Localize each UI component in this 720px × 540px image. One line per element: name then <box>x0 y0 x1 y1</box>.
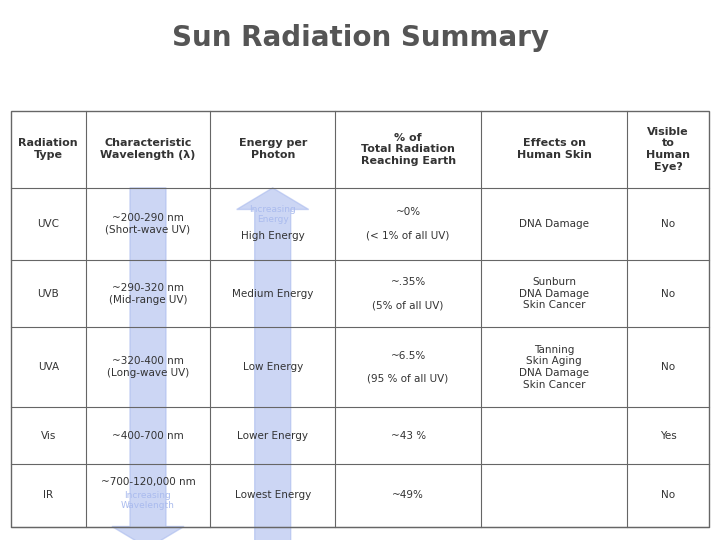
Text: High Energy: High Energy <box>240 231 305 241</box>
Text: ~6.5%

(95 % of all UV): ~6.5% (95 % of all UV) <box>367 350 449 384</box>
Text: No: No <box>661 362 675 372</box>
Text: Characteristic
Wavelength (λ): Characteristic Wavelength (λ) <box>100 138 196 160</box>
Text: Lowest Energy: Lowest Energy <box>235 490 311 501</box>
Text: Energy per
Photon: Energy per Photon <box>238 138 307 160</box>
Bar <box>11 111 709 526</box>
Text: UVC: UVC <box>37 219 59 229</box>
Text: ~43 %: ~43 % <box>390 430 426 441</box>
Text: Tanning
Skin Aging
DNA Damage
Skin Cancer: Tanning Skin Aging DNA Damage Skin Cance… <box>519 345 589 389</box>
Text: Sun Radiation Summary: Sun Radiation Summary <box>171 24 549 52</box>
Text: ~0%

(< 1% of all UV): ~0% (< 1% of all UV) <box>366 207 450 241</box>
Text: ~400-700 nm: ~400-700 nm <box>112 430 184 441</box>
Text: Medium Energy: Medium Energy <box>232 289 313 299</box>
Text: Low Energy: Low Energy <box>243 362 303 372</box>
Text: UVB: UVB <box>37 289 59 299</box>
Text: DNA Damage: DNA Damage <box>519 219 589 229</box>
Text: Radiation
Type: Radiation Type <box>19 138 78 160</box>
Text: Visible
to
Human
Eye?: Visible to Human Eye? <box>647 127 690 172</box>
Text: No: No <box>661 289 675 299</box>
Text: Vis: Vis <box>40 430 56 441</box>
Text: UVA: UVA <box>37 362 59 372</box>
Text: ~320-400 nm
(Long-wave UV): ~320-400 nm (Long-wave UV) <box>107 356 189 378</box>
Text: ~49%: ~49% <box>392 490 424 501</box>
Text: Increasing
Energy: Increasing Energy <box>249 205 296 224</box>
FancyArrow shape <box>112 188 184 540</box>
Text: % of
Total Radiation
Reaching Earth: % of Total Radiation Reaching Earth <box>361 133 456 166</box>
Text: Effects on
Human Skin: Effects on Human Skin <box>517 138 592 160</box>
Text: ~290-320 nm
(Mid-range UV): ~290-320 nm (Mid-range UV) <box>109 283 187 305</box>
Text: ~700-120,000 nm: ~700-120,000 nm <box>101 477 195 487</box>
Text: Yes: Yes <box>660 430 677 441</box>
Text: Increasing
Wavelength: Increasing Wavelength <box>121 491 175 510</box>
Text: No: No <box>661 219 675 229</box>
Text: ~.35%

(5% of all UV): ~.35% (5% of all UV) <box>372 277 444 310</box>
Text: IR: IR <box>43 490 53 501</box>
Text: Sunburn
DNA Damage
Skin Cancer: Sunburn DNA Damage Skin Cancer <box>519 277 589 310</box>
Text: No: No <box>661 490 675 501</box>
FancyArrow shape <box>237 188 309 540</box>
Text: ~200-290 nm
(Short-wave UV): ~200-290 nm (Short-wave UV) <box>105 213 191 235</box>
Text: Lower Energy: Lower Energy <box>237 430 308 441</box>
